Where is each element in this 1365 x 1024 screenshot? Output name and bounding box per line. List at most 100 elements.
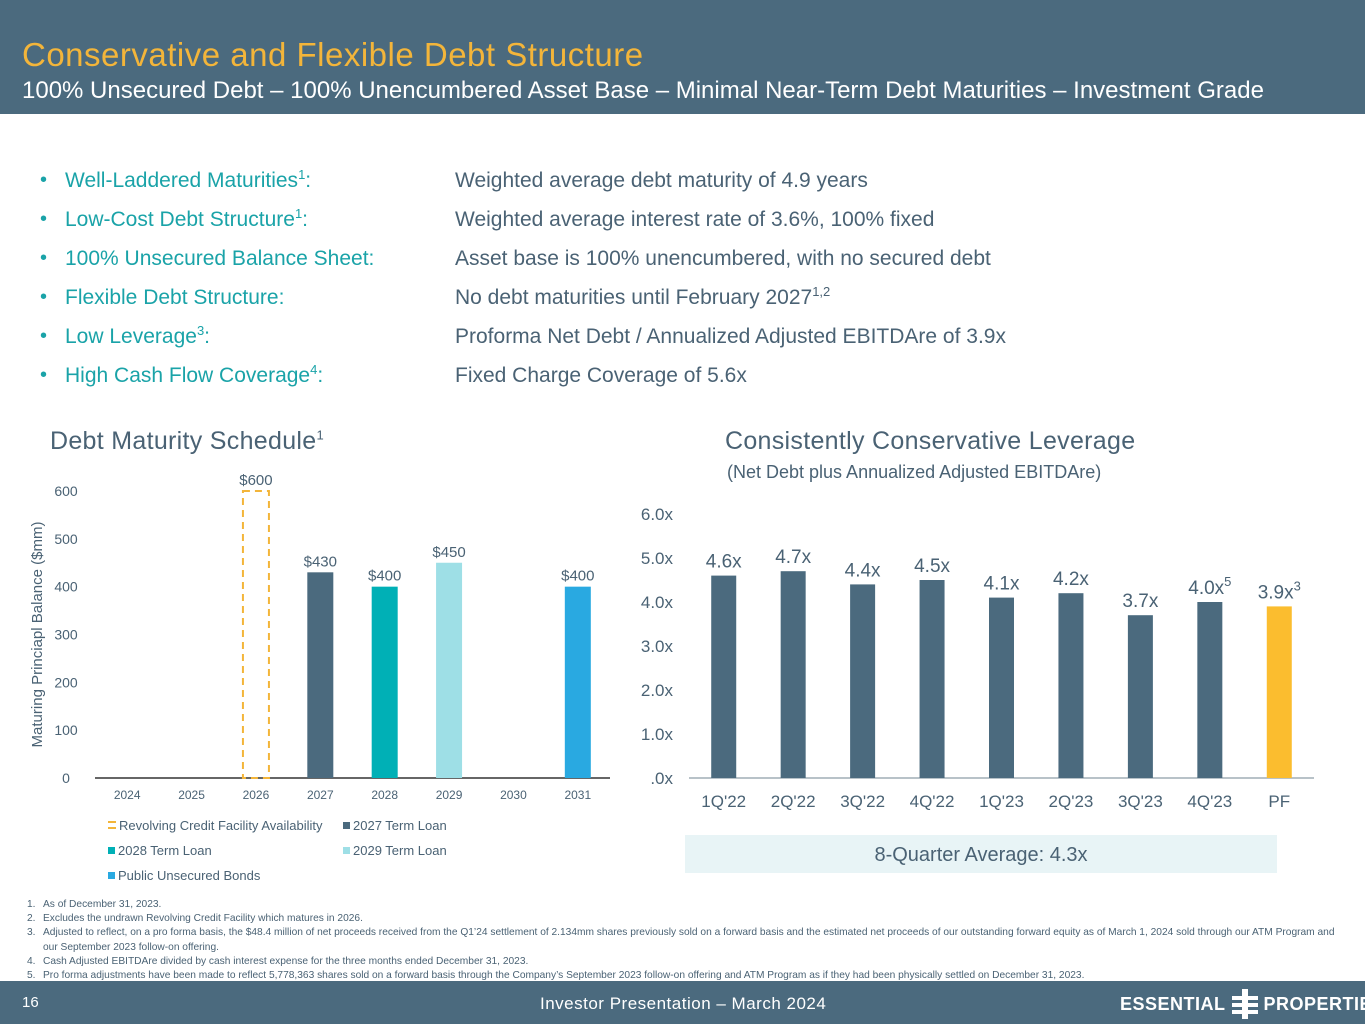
bar-value-label: $600 bbox=[239, 472, 272, 489]
bar bbox=[1266, 606, 1292, 778]
bullet-label: 100% Unsecured Balance Sheet: bbox=[65, 247, 375, 270]
legend-swatch bbox=[343, 847, 350, 854]
y-tick-label: 6.0x bbox=[641, 505, 674, 524]
bar-value-label: 4.1x bbox=[984, 574, 1020, 595]
y-tick-label: .0x bbox=[650, 769, 673, 788]
bar-value-label: $450 bbox=[432, 544, 465, 561]
leverage-chart-title: Consistently Conservative Leverage bbox=[725, 427, 1136, 455]
bar-value-label: $400 bbox=[368, 568, 401, 585]
debt-chart-title: Debt Maturity Schedule1 bbox=[50, 427, 324, 455]
footnote: 4. Cash Adjusted EBITDAre divided by cash… bbox=[27, 955, 529, 967]
y-tick-label: 5.0x bbox=[641, 549, 674, 568]
bullet-label: Well-Laddered Maturities1: bbox=[65, 167, 312, 192]
x-tick-label: 2029 bbox=[436, 788, 463, 802]
bullet-value: Fixed Charge Coverage of 5.6x bbox=[455, 364, 747, 387]
bar bbox=[850, 584, 876, 778]
bullet-icon: • bbox=[40, 286, 48, 308]
presentation-title: Investor Presentation – March 2024 bbox=[540, 994, 827, 1013]
bullet-icon: • bbox=[40, 208, 48, 230]
x-tick-label: 2030 bbox=[500, 788, 527, 802]
x-tick-label: 2Q'23 bbox=[1049, 792, 1094, 811]
bullet-row: • Flexible Debt Structure: No debt matur… bbox=[40, 283, 1240, 322]
bar-value-label: 4.5x bbox=[914, 556, 950, 577]
bar bbox=[711, 575, 737, 778]
y-tick-label: 0 bbox=[62, 770, 70, 786]
x-tick-label: 1Q'23 bbox=[979, 792, 1024, 811]
bullet-value: Weighted average debt maturity of 4.9 ye… bbox=[455, 169, 868, 192]
y-tick-label: 300 bbox=[54, 627, 78, 643]
x-tick-label: 2024 bbox=[114, 788, 141, 802]
bar bbox=[564, 586, 591, 778]
x-tick-label: 3Q'22 bbox=[840, 792, 885, 811]
bullet-row: • 100% Unsecured Balance Sheet: Asset ba… bbox=[40, 244, 1240, 283]
y-tick-label: 500 bbox=[54, 531, 78, 547]
bullet-label: Low-Cost Debt Structure1: bbox=[65, 206, 309, 231]
bullet-icon: • bbox=[40, 247, 48, 269]
bullet-value: No debt maturities until February 20271,… bbox=[455, 284, 831, 309]
legend-item-2029-term-loan: 2029 Term Loan bbox=[343, 843, 447, 858]
x-tick-label: 2Q'22 bbox=[771, 792, 816, 811]
x-tick-label: 2025 bbox=[178, 788, 205, 802]
bullet-label: Flexible Debt Structure: bbox=[65, 286, 285, 309]
y-tick-label: 100 bbox=[54, 722, 78, 738]
x-tick-label: 4Q'23 bbox=[1187, 792, 1232, 811]
x-tick-label: 3Q'23 bbox=[1118, 792, 1163, 811]
bullet-row: • Low Leverage3: Proforma Net Debt / Ann… bbox=[40, 322, 1240, 361]
bar-value-label: 4.7x bbox=[775, 547, 811, 568]
bullet-value: Weighted average interest rate of 3.6%, … bbox=[455, 208, 935, 231]
x-tick-label: 4Q'22 bbox=[910, 792, 955, 811]
footnote: 5. Pro forma adjustments have been made t… bbox=[27, 970, 1085, 982]
legend-swatch bbox=[108, 872, 115, 879]
bullet-icon: • bbox=[40, 169, 48, 191]
y-tick-label: 3.0x bbox=[641, 637, 674, 656]
footnote: 1. As of December 31, 2023. bbox=[27, 899, 162, 910]
bullet-value: Proforma Net Debt / Annualized Adjusted … bbox=[455, 325, 1006, 348]
bar-value-label: 4.0x5 bbox=[1188, 574, 1231, 599]
bar bbox=[1197, 602, 1223, 778]
footnote: 3. Adjusted to reflect, on a pro forma ba… bbox=[27, 927, 1335, 953]
legend-item-2027-term-loan: 2027 Term Loan bbox=[343, 818, 447, 833]
bullet-label: High Cash Flow Coverage4: bbox=[65, 362, 324, 387]
x-tick-label: 1Q'22 bbox=[701, 792, 746, 811]
legend-item-public-bonds: Public Unsecured Bonds bbox=[108, 868, 260, 883]
y-tick-label: 400 bbox=[54, 579, 78, 595]
y-axis-label: Maturing Princiapl Balance ($mm) bbox=[29, 522, 46, 748]
bar-value-label: 4.6x bbox=[706, 552, 742, 573]
bar bbox=[371, 586, 398, 778]
bullet-label: Low Leverage3: bbox=[65, 323, 211, 348]
x-tick-label: 2028 bbox=[371, 788, 398, 802]
key-points-list: • Well-Laddered Maturities1: Weighted av… bbox=[40, 166, 1240, 400]
x-tick-label: PF bbox=[1268, 792, 1290, 811]
bar-value-label: 4.2x bbox=[1053, 569, 1089, 590]
y-tick-label: 2.0x bbox=[641, 681, 674, 700]
logo-text-right: PROPERTIES bbox=[1263, 993, 1365, 1014]
logo-mark-icon bbox=[1231, 989, 1258, 1019]
legend-swatch bbox=[108, 821, 116, 829]
company-logo: ESSENTIAL PROPERTIES bbox=[1120, 989, 1365, 1019]
bar-revolver-availability bbox=[241, 490, 270, 779]
legend-swatch bbox=[343, 822, 350, 829]
legend-swatch bbox=[108, 847, 115, 854]
x-tick-label: 2026 bbox=[243, 788, 270, 802]
bar-value-footnote: 5 bbox=[1224, 574, 1231, 589]
x-tick-label: 2027 bbox=[307, 788, 334, 802]
bar-value-footnote: 3 bbox=[1294, 578, 1301, 593]
leverage-chart-subtitle: (Net Debt plus Annualized Adjusted EBITD… bbox=[727, 462, 1102, 482]
legend-item-2028-term-loan: 2028 Term Loan bbox=[108, 843, 212, 858]
footnote: 2. Excludes the undrawn Revolving Credit … bbox=[27, 913, 363, 925]
bullet-value: Asset base is 100% unencumbered, with no… bbox=[455, 247, 991, 270]
bullet-row: • High Cash Flow Coverage4: Fixed Charge… bbox=[40, 361, 1240, 400]
leverage-chart: .0x 1.0x 2.0x 3.0x 4.0x 5.0x 6.0x 4.6x 1Q'22 4.7x… bbox=[641, 505, 1314, 811]
bullet-row: • Well-Laddered Maturities1: Weighted av… bbox=[40, 166, 1240, 205]
bar-value-label: 3.9x3 bbox=[1258, 578, 1301, 603]
bar bbox=[989, 597, 1014, 778]
debt-maturity-chart: 0 100 200 300 400 500 600 Maturing Princiapl Ba… bbox=[29, 472, 610, 802]
page-title: Conservative and Flexible Debt Structure bbox=[22, 36, 644, 73]
y-tick-label: 600 bbox=[54, 483, 78, 499]
bullet-icon: • bbox=[40, 364, 48, 386]
bar-value-label: 3.7x bbox=[1122, 591, 1158, 612]
bar bbox=[1127, 615, 1153, 778]
footer-bar: 16 Investor Presentation – March 2024 ES… bbox=[0, 981, 1365, 1024]
bar bbox=[436, 562, 463, 778]
y-tick-label: 1.0x bbox=[641, 725, 674, 744]
